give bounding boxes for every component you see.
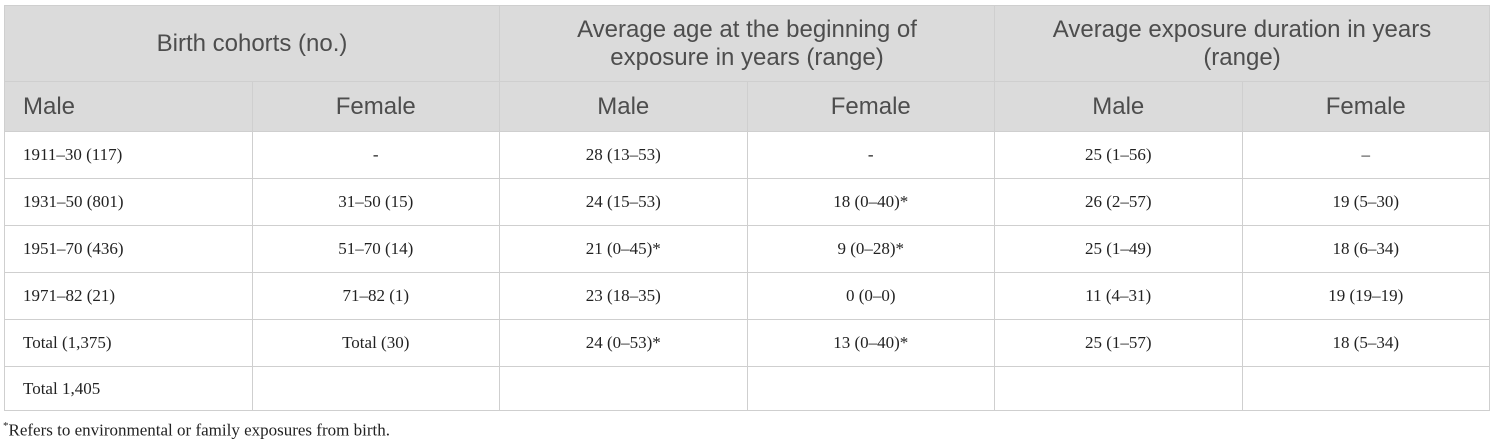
- empty-cell: [251, 366, 500, 411]
- table-cell: –: [1241, 131, 1490, 179]
- table-cell: 24 (15–53): [499, 178, 748, 226]
- data-table: Birth cohorts (no.) Average age at the be…: [4, 5, 1490, 411]
- table-row: 1911–30 (117) -28 (13–53) -25 (1–56) –: [4, 131, 1490, 179]
- table-row: Total 1,405: [4, 366, 1490, 411]
- sub-header: Male: [4, 81, 253, 132]
- table-cell: 31–50 (15): [251, 178, 500, 226]
- footnote-text: Refers to environmental or family exposu…: [8, 420, 390, 440]
- sub-header-row: Male Female Male Female Male Female: [4, 81, 1490, 132]
- table-cell: 0 (0–0): [746, 272, 995, 320]
- sub-header: Male: [499, 81, 748, 132]
- table-row: 1971–82 (21) 71–82 (1) 23 (18–35) 0 (0–0) 11…: [4, 272, 1490, 320]
- table-cell: 1911–30 (117): [4, 131, 253, 179]
- table-row: Total (1,375) Total (30) 24 (0–53)* 13 (0–4…: [4, 319, 1490, 367]
- table-cell: 11 (4–31): [994, 272, 1243, 320]
- table-cell: 1951–70 (436): [4, 225, 253, 273]
- table-cell: 71–82 (1): [251, 272, 500, 320]
- table-cell: 19 (5–30): [1241, 178, 1490, 226]
- empty-cell: [994, 366, 1243, 411]
- table-cell: 18 (5–34): [1241, 319, 1490, 367]
- empty-cell: [499, 366, 748, 411]
- sub-header: Female: [1241, 81, 1490, 132]
- table-row: 1931–50 (801) 31–50 (15) 24 (15–53) 18 (0–4…: [4, 178, 1490, 226]
- sub-header: Female: [746, 81, 995, 132]
- group-header-row: Birth cohorts (no.) Average age at the be…: [4, 5, 1490, 82]
- table-row: 1951–70 (436) 51–70 (14) 21 (0–45)* 9 (0–28…: [4, 225, 1490, 273]
- table-cell: 18 (6–34): [1241, 225, 1490, 273]
- table-cell: 13 (0–40)*: [746, 319, 995, 367]
- table-cell: -: [746, 131, 995, 179]
- table-cell: Total (30): [251, 319, 500, 367]
- table-cell: 25 (1–57): [994, 319, 1243, 367]
- table-cell: 1931–50 (801): [4, 178, 253, 226]
- table-cell: 26 (2–57): [994, 178, 1243, 226]
- table-header: Birth cohorts (no.) Average age at the be…: [4, 5, 1490, 132]
- group-header: Average exposure duration in years (rang…: [994, 5, 1490, 82]
- table-container: Birth cohorts (no.) Average age at the be…: [4, 5, 1490, 411]
- table-cell: 23 (18–35): [499, 272, 748, 320]
- empty-cell: [1241, 366, 1490, 411]
- table-cell: Total 1,405: [4, 366, 253, 411]
- group-header: Average age at the beginning of exposure…: [499, 5, 995, 82]
- table-cell: Total (1,375): [4, 319, 253, 367]
- footnote-marker: *: [3, 420, 9, 432]
- table-cell: 25 (1–56): [994, 131, 1243, 179]
- sub-header: Male: [994, 81, 1243, 132]
- empty-cell: [746, 366, 995, 411]
- footnote: *Refers to environmental or family expos…: [3, 420, 390, 441]
- table-cell: 25 (1–49): [994, 225, 1243, 273]
- table-cell: 28 (13–53): [499, 131, 748, 179]
- table-cell: 9 (0–28)*: [746, 225, 995, 273]
- table-cell: 51–70 (14): [251, 225, 500, 273]
- sub-header: Female: [251, 81, 500, 132]
- table-cell: 19 (19–19): [1241, 272, 1490, 320]
- table-cell: -: [251, 131, 500, 179]
- table-cell: 1971–82 (21): [4, 272, 253, 320]
- table-cell: 24 (0–53)*: [499, 319, 748, 367]
- table-body: 1911–30 (117) -28 (13–53) -25 (1–56) –1931–…: [4, 131, 1490, 411]
- table-cell: 18 (0–40)*: [746, 178, 995, 226]
- table-cell: 21 (0–45)*: [499, 225, 748, 273]
- group-header: Birth cohorts (no.): [4, 5, 500, 82]
